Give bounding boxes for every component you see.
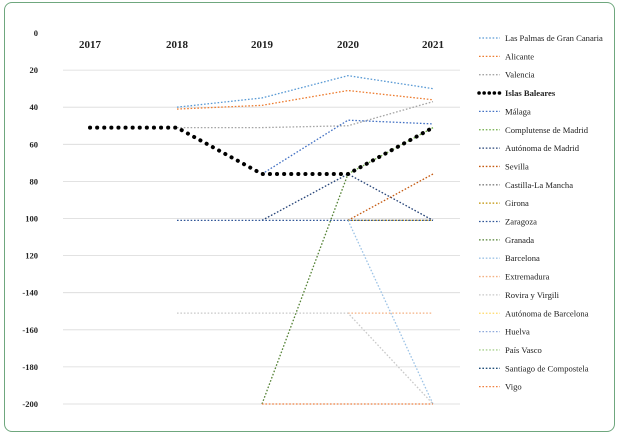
y-tick-label: -140 <box>22 288 38 298</box>
legend-item-huelva: Huelva <box>479 327 530 337</box>
x-tick-label: 2017 <box>79 39 102 51</box>
legend-label: Autónoma de Madrid <box>505 143 580 153</box>
y-tick-label: -180 <box>22 362 38 372</box>
legend-label: País Vasco <box>505 345 542 355</box>
series-line-alicante <box>176 89 434 110</box>
legend-label: Extremadura <box>505 272 550 282</box>
legend-item-extremadura: Extremadura <box>479 272 550 282</box>
legend-item-malaga: Málaga <box>479 106 531 116</box>
legend-label: Valencia <box>505 70 535 80</box>
legend-label: Las Palmas de Gran Canaria <box>505 33 603 43</box>
y-tick-label: 60 <box>30 139 39 149</box>
legend-item-granada: Granada <box>479 235 534 245</box>
y-tick-label: -160 <box>22 325 38 335</box>
legend-item-las-palmas-de-gran-canaria: Las Palmas de Gran Canaria <box>479 33 603 43</box>
x-tick-label: 2020 <box>337 39 360 51</box>
x-tick-label: 2018 <box>166 39 189 51</box>
legend-label: Huelva <box>505 327 530 337</box>
x-tick-label: 2019 <box>251 39 274 51</box>
legend-item-complutense-de-madrid: Complutense de Madrid <box>479 125 589 135</box>
line-chart: 0 20 40 60 80 100 120 -140 -160 -180 -200 2017 2018… <box>22 28 603 409</box>
legend-item-islas-baleares: Islas Baleares <box>477 88 556 98</box>
series-line-barcelona <box>347 220 434 405</box>
legend-item-barcelona: Barcelona <box>479 253 540 263</box>
legend-label: Santiago de Compostela <box>505 363 589 373</box>
legend-label: Alicante <box>505 51 534 61</box>
legend-item-alicante: Alicante <box>479 51 534 61</box>
legend: Las Palmas de Gran Canaria Alicante Valenc… <box>477 33 603 392</box>
legend-label: Zaragoza <box>505 217 537 227</box>
legend-item-autonoma-de-barcelona: Autónoma de Barcelona <box>479 308 589 318</box>
legend-item-girona: Girona <box>479 198 529 208</box>
legend-item-castilla-la-mancha: Castilla-La Mancha <box>479 180 573 190</box>
legend-label: Girona <box>505 198 529 208</box>
x-tick-label: 2021 <box>422 39 444 51</box>
legend-item-santiago-de-compostela: Santiago de Compostela <box>479 363 589 373</box>
legend-label: Vigo <box>505 382 522 392</box>
legend-item-pais-vasco: País Vasco <box>479 345 542 355</box>
series-line-rovira-y-virgili <box>177 312 434 405</box>
legend-item-autonoma-de-madrid: Autónoma de Madrid <box>479 143 580 153</box>
y-tick-label: 80 <box>30 176 39 186</box>
series-line-valencia <box>177 101 434 129</box>
series-line-las-palmas-de-gran-canaria <box>176 75 434 108</box>
legend-item-vigo: Vigo <box>479 382 522 392</box>
legend-label: Rovira y Virgili <box>505 290 560 300</box>
series-line-malaga <box>261 119 434 175</box>
x-axis-ticks: 2017 2018 2019 2020 2021 <box>79 39 444 51</box>
series-line-sevilla <box>347 173 434 221</box>
legend-label: Sevilla <box>505 161 529 171</box>
legend-label: Complutense de Madrid <box>505 125 589 135</box>
y-tick-label: 40 <box>30 102 39 112</box>
legend-item-sevilla: Sevilla <box>479 161 529 171</box>
series-line-granada <box>261 173 349 405</box>
y-tick-label: 120 <box>25 251 38 261</box>
series-line-autonoma-de-madrid <box>261 173 434 221</box>
legend-item-valencia: Valencia <box>479 70 535 80</box>
y-axis-ticks: 0 20 40 60 80 100 120 -140 -160 -180 -200 <box>22 28 38 409</box>
legend-label: Islas Baleares <box>505 88 556 98</box>
y-tick-label: 0 <box>34 28 38 38</box>
legend-label: Castilla-La Mancha <box>505 180 573 190</box>
legend-label: Málaga <box>505 106 531 116</box>
series-lines <box>88 75 435 405</box>
legend-item-zaragoza: Zaragoza <box>479 217 537 227</box>
y-tick-label: 20 <box>30 65 39 75</box>
legend-label: Autónoma de Barcelona <box>505 308 589 318</box>
legend-label: Barcelona <box>505 253 540 263</box>
series-line-islas-baleares <box>88 125 435 176</box>
y-tick-label: 100 <box>25 214 38 224</box>
gridlines <box>63 69 460 405</box>
legend-label: Granada <box>505 235 534 245</box>
y-tick-label: -200 <box>22 399 38 409</box>
legend-item-rovira-y-virgili: Rovira y Virgili <box>479 290 560 300</box>
